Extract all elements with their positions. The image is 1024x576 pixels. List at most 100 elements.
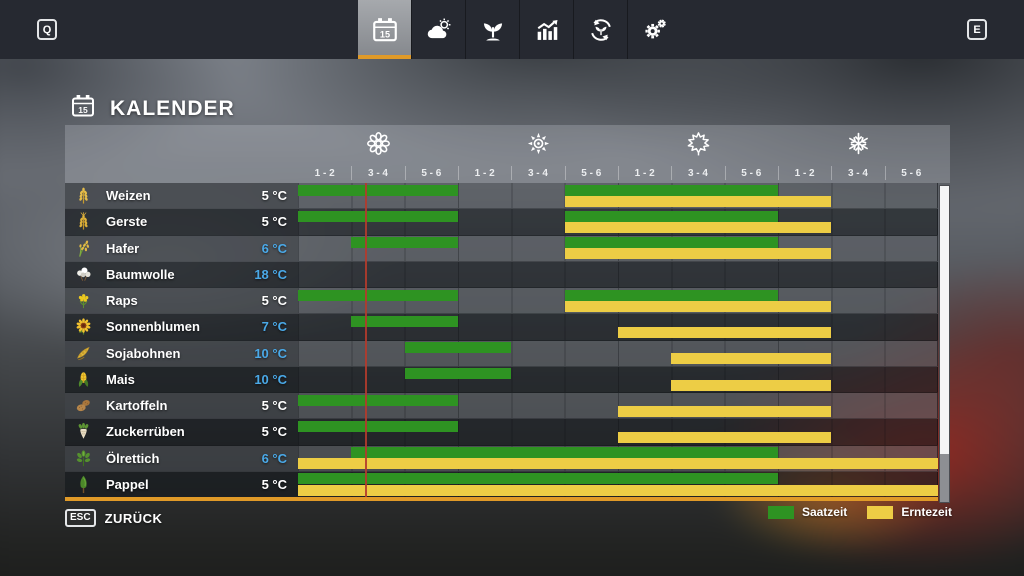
calendar-icon: 15 xyxy=(371,16,399,44)
crop-timeline xyxy=(298,445,938,471)
sow-period-bar xyxy=(298,394,458,406)
svg-text:15: 15 xyxy=(379,29,389,39)
crop-icon-potato xyxy=(74,396,93,415)
crop-row: Weizen 5 °C xyxy=(65,183,938,210)
legend-swatch-sow xyxy=(767,505,794,519)
crop-label-cell: Sojabohnen 10 °C xyxy=(65,340,298,366)
crop-label-cell: Ölrettich 6 °C xyxy=(65,445,298,471)
crop-timeline xyxy=(298,209,938,235)
sow-period-bar xyxy=(564,184,778,196)
crop-row: Zuckerrüben 5 °C xyxy=(65,419,938,446)
sow-period-bar xyxy=(564,210,778,222)
legend-label-sow: Saatzeit xyxy=(801,505,848,519)
crop-row: Gerste 5 °C xyxy=(65,209,938,236)
tab-calendar[interactable]: 15 xyxy=(358,0,411,59)
crop-icon-corn xyxy=(74,370,93,389)
crop-name: Sojabohnen xyxy=(106,345,181,361)
crop-name: Kartoffeln xyxy=(106,398,168,414)
crop-label-cell: Zuckerrüben 5 °C xyxy=(65,419,298,445)
back-label: ZURÜCK xyxy=(104,510,163,526)
top-toolbar: Q 15 E xyxy=(0,0,1024,59)
crop-row: Ölrettich 6 °C xyxy=(65,445,938,472)
crop-icon-poplar xyxy=(74,475,93,494)
crop-timeline xyxy=(298,393,938,419)
month-label: 5 - 6 xyxy=(724,163,778,183)
page-title-row: 15 KALENDER xyxy=(70,93,235,124)
sow-period-bar xyxy=(351,237,458,248)
crop-name: Pappel xyxy=(106,476,149,492)
tab-crop-rotation[interactable] xyxy=(573,0,627,59)
month-label: 1 - 2 xyxy=(314,167,335,179)
crop-name: Ölrettich xyxy=(106,450,160,466)
harvest-period-bar xyxy=(618,432,832,443)
tab-statistics[interactable] xyxy=(519,0,573,59)
germination-temp: 5 °C xyxy=(261,188,287,204)
sow-period-bar xyxy=(564,289,778,301)
crop-icon-radish xyxy=(74,449,93,468)
harvest-period-bar xyxy=(564,222,832,233)
scrollbar-thumb[interactable] xyxy=(940,186,949,454)
sow-period-bar xyxy=(298,289,458,301)
sow-period-bar xyxy=(298,210,458,222)
current-day-marker xyxy=(365,183,368,497)
month-label: 1 - 2 xyxy=(617,163,671,183)
crop-row: Sojabohnen 10 °C xyxy=(65,340,938,367)
tab-settings[interactable] xyxy=(627,0,681,59)
flower-icon xyxy=(365,130,392,162)
crop-icon-cotton xyxy=(74,265,93,284)
key-hint-q[interactable]: Q xyxy=(37,19,57,40)
crop-row: Mais 10 °C xyxy=(65,366,938,393)
statistics-icon xyxy=(533,16,561,44)
scrollbar[interactable] xyxy=(939,185,950,503)
crop-label-cell: Sonnenblumen 7 °C xyxy=(65,314,298,340)
germination-temp: 6 °C xyxy=(261,240,287,256)
gears-icon xyxy=(641,16,669,44)
crop-name: Hafer xyxy=(106,240,140,256)
crop-name: Sonnenblumen xyxy=(106,319,200,335)
germination-temp: 10 °C xyxy=(254,345,287,361)
crop-row: Pappel 5 °C xyxy=(65,471,938,497)
crop-icon-oat xyxy=(74,239,93,258)
harvest-period-bar xyxy=(618,327,832,338)
tab-crops[interactable] xyxy=(465,0,519,59)
crop-timeline xyxy=(298,366,938,392)
month-label: 3 - 4 xyxy=(351,163,404,183)
back-button[interactable]: ESC ZURÜCK xyxy=(65,509,162,527)
month-label: 5 - 6 xyxy=(404,163,458,183)
crop-label-cell: Weizen 5 °C xyxy=(65,183,298,209)
crop-icon-canola xyxy=(74,291,93,310)
germination-temp: 5 °C xyxy=(261,214,287,230)
crop-label-cell: Mais 10 °C xyxy=(65,366,298,392)
crop-icon-wheat xyxy=(74,186,93,205)
maple-leaf-icon xyxy=(685,130,712,162)
month-label: 5 - 6 xyxy=(564,163,618,183)
crop-label-cell: Kartoffeln 5 °C xyxy=(65,393,298,419)
crop-timeline xyxy=(298,183,938,209)
harvest-period-bar xyxy=(298,458,938,470)
month-label: 1 - 2 xyxy=(457,163,511,183)
legend-label-harvest: Erntezeit xyxy=(901,505,952,519)
crop-timeline xyxy=(298,419,938,445)
esc-key-badge: ESC xyxy=(65,509,96,527)
crop-timeline xyxy=(298,288,938,314)
tab-weather[interactable] xyxy=(411,0,465,59)
rotation-icon xyxy=(587,16,615,44)
crop-timeline xyxy=(298,235,938,261)
crop-icon-sugarbeet xyxy=(74,422,93,441)
season-icons-row xyxy=(298,125,938,163)
germination-temp: 6 °C xyxy=(261,450,287,466)
key-hint-e[interactable]: E xyxy=(967,19,987,40)
crop-label-cell: Raps 5 °C xyxy=(65,288,298,314)
month-label: 3 - 4 xyxy=(511,163,564,183)
germination-temp: 7 °C xyxy=(261,319,287,335)
sow-period-bar xyxy=(298,473,778,485)
page-title: KALENDER xyxy=(110,96,235,120)
legend: Saatzeit Erntezeit xyxy=(0,505,952,519)
germination-temp: 10 °C xyxy=(254,371,287,387)
harvest-period-bar xyxy=(564,195,832,207)
harvest-period-bar xyxy=(298,484,938,496)
crop-timeline xyxy=(298,340,938,366)
